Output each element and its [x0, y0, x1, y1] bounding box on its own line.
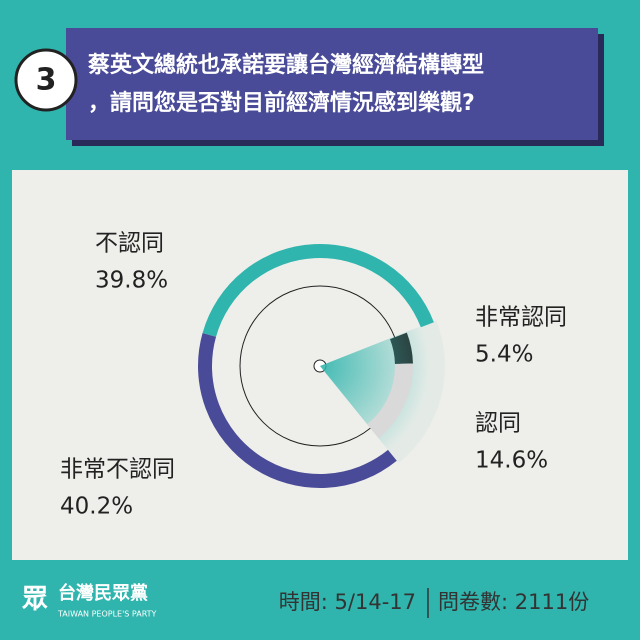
question-line: ，請問您是否對目前經濟情況感到樂觀?: [88, 90, 475, 116]
value-label: 39.8%: [95, 268, 168, 294]
category-label: 不認同: [95, 231, 164, 257]
number-badge: [14, 48, 78, 112]
value-label: 40.2%: [60, 494, 133, 520]
category-label: 認同: [475, 411, 521, 437]
party-name: 台灣民眾黨: [58, 582, 148, 604]
survey-time: 時間: 5/14-17: [279, 590, 416, 614]
wedge: [320, 320, 445, 464]
ring-segment: [198, 332, 397, 488]
question-number: 3: [36, 63, 57, 98]
logo-icon: 眾: [21, 585, 48, 615]
header-box: [66, 28, 598, 140]
value-label: 5.4%: [475, 342, 533, 368]
party-name-en: TAIWAN PEOPLE'S PARTY: [57, 610, 157, 619]
category-label: 非常認同: [475, 305, 567, 331]
chart: [198, 244, 445, 488]
ring-segment: [366, 363, 413, 439]
ring-segment: [202, 244, 434, 337]
sample-size: 問卷數: 2111份: [438, 590, 589, 614]
value-label: 14.6%: [475, 448, 548, 474]
category-label: 非常不認同: [60, 457, 175, 483]
question-line: 蔡英文總統也承諾要讓台灣經濟結構轉型: [87, 52, 484, 78]
